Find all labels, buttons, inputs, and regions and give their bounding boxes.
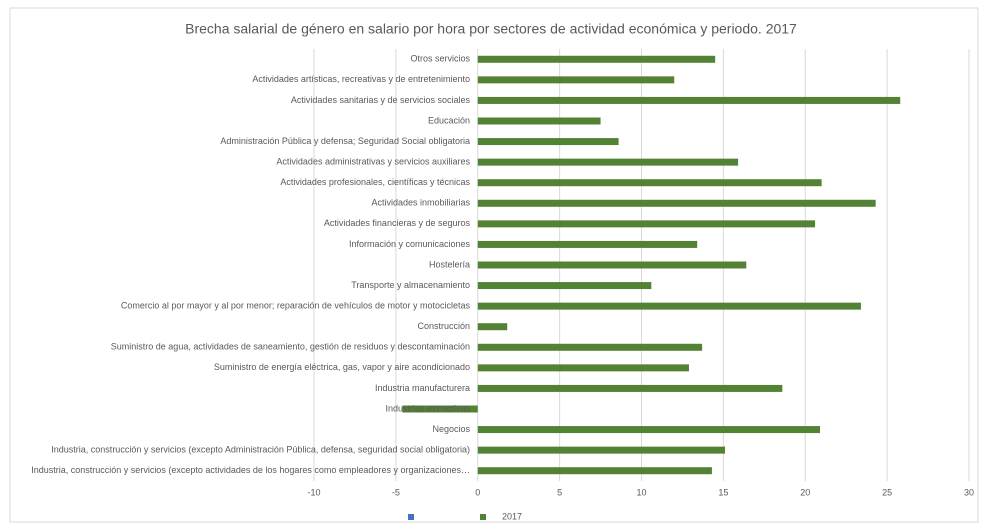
y-tick-label: Actividades financieras y de seguros — [324, 218, 471, 228]
x-tick-label: 10 — [636, 487, 646, 497]
bar — [477, 220, 816, 228]
legend-label: 2017 — [502, 511, 522, 521]
y-tick-label: Otros servicios — [410, 54, 470, 64]
y-tick-label: Industria manufacturera — [375, 383, 470, 393]
x-tick-label: 15 — [718, 487, 728, 497]
bar — [477, 76, 675, 84]
y-tick-label: Negocios — [432, 424, 470, 434]
y-tick-label: Construcción — [417, 321, 470, 331]
x-tick-label: 25 — [882, 487, 892, 497]
x-tick-label: 20 — [800, 487, 810, 497]
x-tick-label: -5 — [392, 487, 400, 497]
bar — [477, 446, 726, 454]
y-tick-label: Industria, construcción y servicios (exc… — [51, 445, 470, 455]
y-tick-label: Actividades administrativas y servicios … — [276, 157, 470, 167]
bar — [477, 384, 783, 392]
bar — [477, 467, 712, 475]
bar — [477, 343, 703, 351]
bar — [477, 55, 716, 63]
bar — [477, 302, 861, 310]
y-tick-label: Transporte y almacenamiento — [351, 280, 470, 290]
y-tick-label: Actividades sanitarias y de servicios so… — [291, 95, 471, 105]
y-tick-label: Actividades profesionales, científicas y… — [280, 177, 470, 187]
bar — [477, 426, 820, 434]
y-tick-label: Información y comunicaciones — [349, 239, 471, 249]
bar — [477, 323, 508, 331]
x-tick-label: 5 — [557, 487, 562, 497]
bar — [402, 405, 478, 413]
x-tick-label: 30 — [964, 487, 974, 497]
bar — [477, 117, 601, 125]
y-tick-label: Industrias extractivas — [385, 403, 470, 413]
bar — [477, 364, 689, 372]
y-tick-label: Suministro de energía eléctrica, gas, va… — [214, 362, 470, 372]
bar — [477, 240, 698, 248]
y-tick-label: Comercio al por mayor y al por menor; re… — [121, 301, 471, 311]
x-tick-label: -10 — [307, 487, 320, 497]
bar — [477, 138, 619, 146]
bar — [477, 282, 652, 290]
bar — [477, 199, 876, 207]
y-tick-label: Educación — [428, 115, 470, 125]
x-tick-label: 0 — [475, 487, 480, 497]
y-tick-label: Administración Pública y defensa; Seguri… — [220, 136, 470, 146]
bar — [477, 158, 739, 166]
legend-marker-alt — [408, 514, 414, 520]
y-tick-label: Actividades artísticas, recreativas y de… — [252, 74, 470, 84]
y-tick-label: Industria, construcción y servicios (exc… — [31, 465, 470, 475]
chart-title: Brecha salarial de género en salario por… — [185, 21, 797, 37]
y-tick-label: Hostelería — [429, 259, 470, 269]
bar — [477, 261, 747, 269]
bar — [477, 96, 901, 104]
bar — [477, 179, 822, 187]
legend-marker — [480, 514, 486, 520]
y-tick-label: Actividades inmobiliarias — [371, 198, 470, 208]
y-tick-label: Suministro de agua, actividades de sanea… — [111, 342, 470, 352]
